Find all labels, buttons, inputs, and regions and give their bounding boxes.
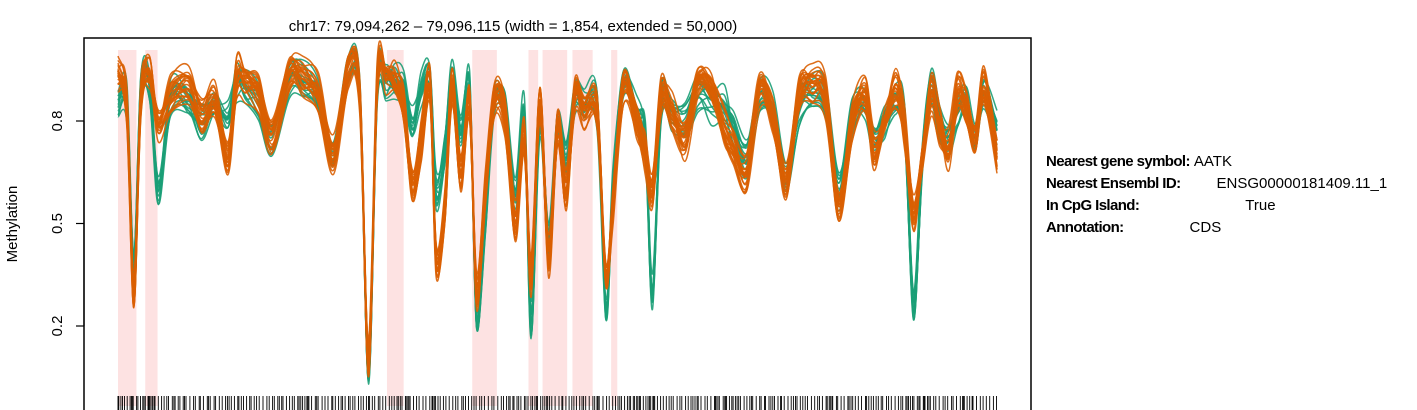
info-key: Nearest gene symbol: bbox=[1046, 153, 1190, 170]
info-panel: Nearest gene symbol: AATK Nearest Ensemb… bbox=[1046, 151, 1414, 239]
info-key: In CpG Island: bbox=[1046, 197, 1140, 214]
info-value: True bbox=[1245, 197, 1276, 214]
y-tick-label: 0.2 bbox=[49, 316, 66, 337]
info-value: ENSG00000181409.11_1 bbox=[1216, 175, 1388, 192]
y-axis: 0.2 0.5 0.8 bbox=[49, 111, 85, 337]
highlight-region bbox=[386, 50, 404, 406]
info-row-ensembl-id: Nearest Ensembl ID: ENSG00000181409.11_1 bbox=[1046, 173, 1414, 195]
info-row-cpg-island: In CpG Island: True bbox=[1046, 195, 1414, 217]
y-tick-label: 0.8 bbox=[49, 111, 66, 132]
info-row-annotation: Annotation: CDS bbox=[1046, 217, 1414, 239]
y-axis-label: Methylation bbox=[4, 186, 21, 263]
info-key: Nearest Ensembl ID: bbox=[1046, 175, 1181, 192]
y-tick-label: 0.5 bbox=[49, 213, 66, 234]
info-value: CDS bbox=[1189, 219, 1222, 236]
highlight-region bbox=[611, 50, 618, 406]
methylation-line bbox=[117, 62, 998, 378]
chart-title: chr17: 79,094,262 – 79,096,115 (width = … bbox=[289, 18, 737, 35]
highlight-region bbox=[572, 50, 593, 406]
highlight-region bbox=[118, 50, 137, 406]
cpg-rug bbox=[117, 396, 997, 410]
info-key: Annotation: bbox=[1046, 219, 1124, 236]
series-group-a bbox=[117, 40, 998, 378]
info-value: AATK bbox=[1193, 153, 1232, 170]
info-row-gene-symbol: Nearest gene symbol: AATK bbox=[1046, 151, 1414, 173]
